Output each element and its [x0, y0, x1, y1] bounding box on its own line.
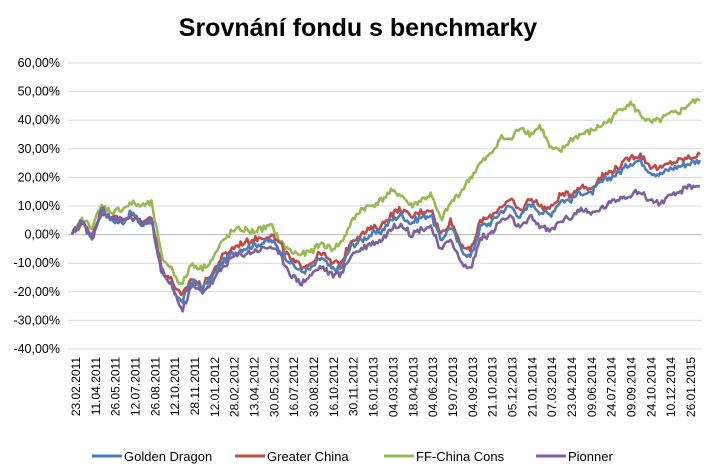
- legend: Golden Dragon Greater China FF-China Cons P…: [92, 449, 613, 464]
- x-tick-label: 26.01.2015: [684, 357, 698, 417]
- legend-label: Golden Dragon: [124, 449, 212, 464]
- y-tick-label: 10,00%: [18, 199, 60, 213]
- x-tick-label: 05.12.2013: [505, 357, 519, 417]
- y-tick-label: 60,00%: [18, 56, 60, 70]
- x-tick-label: 21.10.2013: [486, 357, 500, 417]
- y-tick-label: -20,00%: [13, 285, 60, 299]
- x-tick-label: 13.04.2012: [248, 357, 262, 417]
- legend-label: FF-China Cons: [416, 449, 505, 464]
- x-tick-label: 04.09.2013: [466, 357, 480, 417]
- x-tick-label: 16.07.2012: [287, 357, 301, 417]
- x-tick-label: 12.10.2011: [168, 357, 182, 416]
- x-axis-ticks: 23.02.2011 11.04.2011 26.05.2011 12.07.2011…: [69, 357, 698, 417]
- x-tick-label: 11.04.2011: [89, 357, 103, 416]
- x-tick-label: 18.04.2013: [406, 357, 420, 417]
- chart-title: Srovnání fondu s benchmarky: [179, 14, 538, 42]
- x-tick-label: 09.09.2014: [624, 357, 638, 417]
- y-tick-label: 0,00%: [25, 228, 60, 242]
- y-tick-label: -10,00%: [13, 256, 60, 270]
- y-tick-label: 20,00%: [18, 170, 60, 184]
- x-tick-label: 28.02.2012: [228, 357, 242, 417]
- x-tick-label: 24.10.2014: [644, 357, 658, 417]
- x-tick-label: 23.02.2011: [69, 357, 83, 416]
- x-tick-label: 24.07.2014: [605, 357, 619, 417]
- x-tick-label: 12.01.2012: [208, 357, 222, 417]
- y-tick-label: 50,00%: [18, 85, 60, 99]
- x-tick-label: 30.08.2012: [307, 357, 321, 417]
- x-tick-label: 19.07.2013: [446, 357, 460, 417]
- series-line-golden-dragon: [70, 156, 702, 304]
- x-tick-label: 23.04.2014: [565, 357, 579, 417]
- x-tick-label: 30.11.2012: [347, 357, 361, 416]
- x-tick-label: 26.08.2011: [148, 357, 162, 416]
- y-axis-ticks: -40,00% -30,00% -20,00% -10,00% 0,00% 10,00% 2…: [13, 56, 60, 356]
- legend-label: Pionner: [568, 449, 613, 464]
- x-tick-label: 10.12.2014: [664, 357, 678, 417]
- x-tick-label: 16.01.2013: [367, 357, 381, 417]
- x-tick-label: 04.06.2013: [426, 357, 440, 417]
- x-tick-label: 09.06.2014: [585, 357, 599, 417]
- x-tick-label: 28.11.2011: [188, 357, 202, 416]
- y-tick-label: -30,00%: [13, 313, 60, 327]
- x-tick-label: 12.07.2011: [129, 357, 143, 416]
- x-tick-label: 16.10.2012: [327, 357, 341, 417]
- x-tick-label: 26.05.2011: [109, 357, 123, 416]
- series-lines: [70, 97, 702, 313]
- y-tick-label: 40,00%: [18, 113, 60, 127]
- legend-label: Greater China: [267, 449, 349, 464]
- x-tick-label: 21.01.2014: [525, 357, 539, 417]
- y-tick-label: -40,00%: [13, 342, 60, 356]
- x-tick-label: 04.03.2013: [386, 357, 400, 417]
- series-line-pionner: [70, 183, 701, 313]
- y-tick-label: 30,00%: [18, 142, 60, 156]
- x-tick-label: 30.05.2012: [267, 357, 281, 417]
- series-line-ff-china-cons: [70, 97, 701, 286]
- x-tick-label: 07.03.2014: [545, 357, 559, 417]
